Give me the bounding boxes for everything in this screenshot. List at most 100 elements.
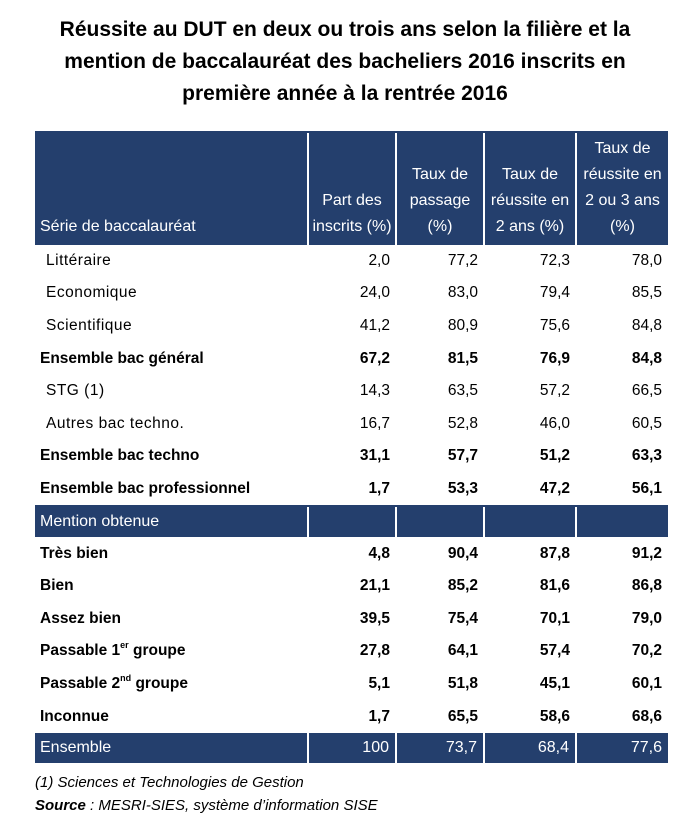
header-taux-passage: Taux de passage (%) [395,131,484,245]
table-row: STG (1) 14,3 63,5 57,2 66,5 [35,375,668,408]
cell-reussite-2ou3ans: 66,5 [631,382,662,400]
cell-reussite-2ans: 72,3 [539,251,570,269]
header-taux-reussite-2ou3ans: Taux de réussite en 2 ou 3 ans (%) [575,131,668,245]
cell-part: 31,1 [359,447,390,465]
cell-part: 21,1 [359,577,390,595]
section-label: Mention obtenue [35,505,308,538]
row-label: Assez bien [40,609,121,627]
section-header-row: Mention obtenue [35,505,668,538]
cell-passage: 63,5 [447,382,478,400]
row-label: Economique [46,284,138,302]
table-row: Assez bien 39,5 75,4 70,1 79,0 [35,602,668,635]
table-row: Bien 21,1 85,2 81,6 86,8 [35,570,668,603]
results-table: Série de baccalauréat Part des inscrits … [35,131,668,763]
title-line-1: Réussite au DUT en deux ou trois ans sel… [59,18,631,41]
footnote: (1) Sciences et Technologies de Gestion [35,774,304,791]
cell-reussite-2ou3ans: 85,5 [631,284,662,302]
cell-part: 1,7 [368,479,390,497]
cell-passage: 90,4 [447,544,478,562]
cell-part: 67,2 [359,349,390,367]
cell-reussite-2ans: 58,6 [539,707,570,725]
header-serie: Série de baccalauréat [35,131,308,245]
cell-passage: 77,2 [447,251,478,269]
cell-reussite-2ans: 57,2 [539,382,570,400]
cell-passage: 57,7 [447,447,478,465]
cell-part: 27,8 [359,642,390,660]
cell-part: 14,3 [359,382,390,400]
row-label-superscript: nd [120,672,132,683]
cell-reussite-2ou3ans: 79,0 [631,609,662,627]
cell-reussite-2ou3ans: 86,8 [631,577,662,595]
table-row-subtotal: Ensemble bac général 67,2 81,5 76,9 84,8 [35,342,668,375]
cell-passage: 51,8 [447,674,478,692]
cell-part: 4,8 [368,544,390,562]
table-row: Très bien 4,8 90,4 87,8 91,2 [35,537,668,570]
row-label: Ensemble bac professionnel [40,479,251,497]
cell-reussite-2ou3ans: 91,2 [631,544,662,562]
cell-part: 41,2 [359,316,390,334]
table-row: Littéraire 2,0 77,2 72,3 78,0 [35,244,668,277]
section-blank-cell [575,505,668,538]
header-row: Série de baccalauréat Part des inscrits … [35,131,668,245]
row-label: Ensemble bac général [40,349,204,367]
cell-passage: 52,8 [447,414,478,432]
row-label: Autres bac techno. [46,414,185,432]
header-part-inscrits: Part des inscrits (%) [307,131,396,245]
row-label: STG (1) [46,382,105,400]
cell-reussite-2ou3ans: 68,6 [631,707,662,725]
table-row: Passable 1er groupe 27,8 64,1 57,4 70,2 [35,635,668,668]
cell-passage: 65,5 [447,707,478,725]
section-blank-cell [307,505,396,538]
cell-reussite-2ou3ans: 56,1 [631,479,662,497]
total-reussite-2ans: 68,4 [483,732,576,763]
title-line-3: première année à la rentrée 2016 [182,82,508,105]
section-blank-cell [483,505,576,538]
table-row: Passable 2nd groupe 5,1 51,8 45,1 60,1 [35,668,668,701]
row-label-text: Passable 1 [40,642,121,660]
cell-reussite-2ou3ans: 60,5 [631,414,662,432]
cell-passage: 81,5 [447,349,478,367]
cell-reussite-2ans: 81,6 [539,577,570,595]
cell-reussite-2ans: 76,9 [539,349,570,367]
table-row-subtotal: Ensemble bac techno 31,1 57,7 51,2 63,3 [35,440,668,473]
cell-reussite-2ans: 79,4 [539,284,570,302]
row-label: Bien [40,577,74,595]
cell-part: 5,1 [368,674,390,692]
cell-reussite-2ans: 45,1 [539,674,570,692]
row-label-superscript: er [120,640,129,651]
total-reussite-2ou3ans: 77,6 [575,732,668,763]
table-row: Autres bac techno. 16,7 52,8 46,0 60,5 [35,407,668,440]
total-passage: 73,7 [395,732,484,763]
row-label: Scientifique [46,316,133,334]
source-note: Source : MESRI-SIES, système d’informati… [35,797,378,814]
section-blank-cell [395,505,484,538]
cell-passage: 85,2 [447,577,478,595]
cell-reussite-2ans: 70,1 [539,609,570,627]
cell-part: 16,7 [359,414,390,432]
row-label: Inconnue [40,707,109,725]
source-text: : MESRI-SIES, système d’information SISE [85,797,378,814]
cell-reussite-2ou3ans: 63,3 [631,447,662,465]
table-row-subtotal: Ensemble bac professionnel 1,7 53,3 47,2… [35,473,668,507]
cell-reussite-2ans: 51,2 [539,447,570,465]
cell-reussite-2ans: 75,6 [539,316,570,334]
total-label: Ensemble [35,732,308,763]
cell-part: 24,0 [359,284,390,302]
row-label: Ensemble bac techno [40,447,200,465]
row-label-suffix: groupe [128,642,186,660]
cell-passage: 83,0 [447,284,478,302]
page-title: Réussite au DUT en deux ou trois ans sel… [0,14,690,110]
cell-part: 2,0 [368,251,390,269]
row-label: Très bien [40,544,109,562]
row-label-text: Passable 2 [40,674,121,692]
cell-reussite-2ou3ans: 70,2 [631,642,662,660]
cell-part: 39,5 [359,609,390,627]
cell-reussite-2ans: 87,8 [539,544,570,562]
cell-reussite-2ou3ans: 84,8 [631,349,662,367]
row-label-suffix: groupe [131,674,188,692]
cell-passage: 64,1 [447,642,478,660]
header-taux-reussite-2ans: Taux de réussite en 2 ans (%) [483,131,576,245]
total-row: Ensemble 100 73,7 68,4 77,6 [35,732,668,763]
cell-passage: 80,9 [447,316,478,334]
table-row: Inconnue 1,7 65,5 58,6 68,6 [35,700,668,733]
